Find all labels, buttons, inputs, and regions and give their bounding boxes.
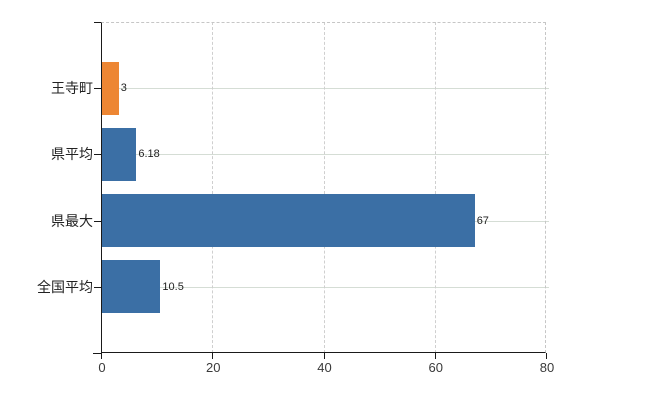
x-tick-mark (212, 353, 214, 359)
x-tick-label: 0 (98, 360, 106, 375)
x-tick-mark (546, 353, 547, 359)
y-axis-top-tick (94, 22, 101, 23)
x-tick-mark (323, 353, 325, 359)
horizontal-gridline (102, 286, 549, 288)
bar-value-label: 3 (120, 82, 127, 95)
x-tick-mark (101, 353, 102, 359)
bar-value-label: 67 (476, 214, 489, 227)
x-tick-label: 60 (428, 360, 443, 375)
bar-kenheikin (102, 127, 137, 181)
x-tick-label: 20 (206, 360, 221, 375)
y-axis-tick (94, 286, 101, 288)
bar-zenkokuheikin (102, 260, 161, 314)
y-axis-tick (94, 220, 101, 222)
category-label: 県最大 (51, 212, 93, 229)
x-tick-mark (434, 353, 436, 359)
bar-value-label: 6.18 (138, 148, 160, 161)
bar-ojicho (102, 61, 119, 115)
bar-value-label: 10.5 (162, 280, 184, 293)
bar-kensaidai (102, 194, 475, 248)
plot-area (101, 22, 546, 353)
category-label: 県平均 (51, 146, 93, 163)
category-label: 全国平均 (37, 278, 93, 295)
horizontal-gridline (102, 154, 549, 156)
y-axis-tick (94, 154, 101, 156)
vertical-gridline (212, 22, 214, 353)
x-tick-label: 80 (539, 360, 555, 375)
category-label: 王寺町 (51, 80, 93, 97)
x-axis-left-extension (93, 353, 101, 354)
y-axis-tick (94, 88, 101, 90)
vertical-gridline (323, 22, 325, 353)
x-tick-label: 40 (317, 360, 332, 375)
horizontal-gridline (102, 88, 549, 90)
vertical-gridline (434, 22, 436, 353)
